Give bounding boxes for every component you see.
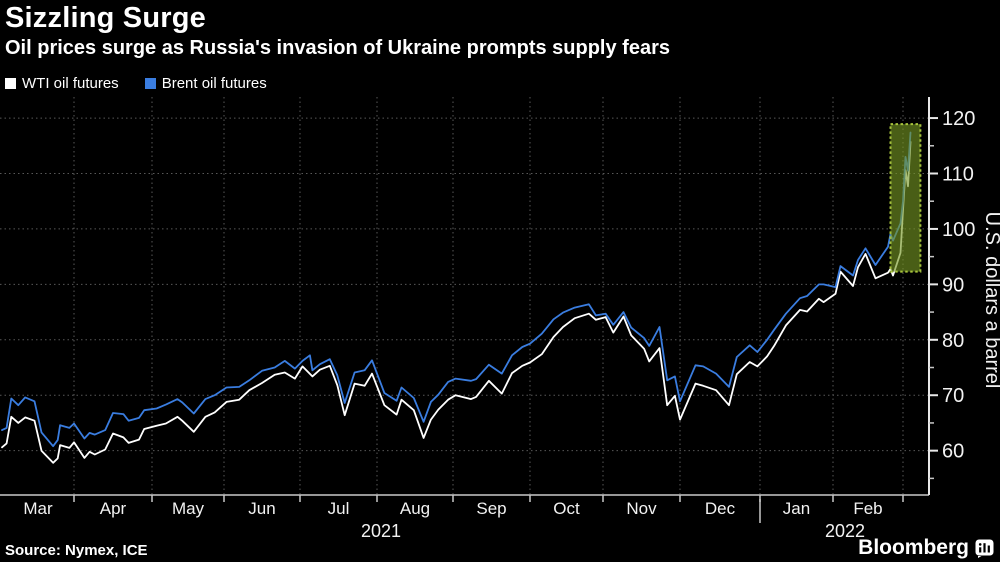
brent-swatch-icon [144, 78, 156, 89]
source-note: Source: Nymex, ICE [5, 542, 148, 559]
svg-text:Dec: Dec [705, 499, 736, 518]
svg-text:Nov: Nov [626, 499, 657, 518]
svg-text:May: May [172, 499, 205, 518]
svg-text:2021: 2021 [361, 521, 401, 541]
svg-text:2022: 2022 [825, 521, 865, 541]
svg-text:Feb: Feb [853, 499, 882, 518]
bloomberg-logo: Bloomberg [858, 536, 994, 560]
legend-label-brent: Brent oil futures [161, 75, 267, 92]
svg-text:90: 90 [942, 274, 964, 296]
page-title: Sizzling Surge [5, 2, 206, 34]
svg-text:Apr: Apr [100, 499, 127, 518]
page-subtitle: Oil prices surge as Russia's invasion of… [5, 37, 670, 59]
svg-text:110: 110 [942, 163, 974, 185]
svg-text:Jul: Jul [328, 499, 350, 518]
svg-text:120: 120 [942, 108, 975, 130]
svg-text:Mar: Mar [23, 499, 53, 518]
legend-label-wti: WTI oil futures [22, 75, 119, 92]
bloomberg-wordmark: Bloomberg [858, 536, 969, 559]
svg-text:U.S. dollars a barrel: U.S. dollars a barrel [981, 212, 1000, 389]
svg-text:80: 80 [942, 330, 964, 352]
legend-item-wti: WTI oil futures [5, 75, 119, 92]
bloomberg-chart-bubble-icon [975, 539, 994, 558]
svg-text:60: 60 [942, 441, 964, 463]
svg-text:Aug: Aug [400, 499, 430, 518]
chart-legend: WTI oil futures Brent oil futures [5, 75, 267, 92]
svg-text:Jan: Jan [783, 499, 810, 518]
svg-text:100: 100 [942, 219, 975, 241]
svg-text:Oct: Oct [553, 499, 580, 518]
svg-text:Jun: Jun [248, 499, 275, 518]
svg-text:Sep: Sep [476, 499, 506, 518]
legend-item-brent: Brent oil futures [144, 75, 267, 92]
wti-swatch-icon [5, 78, 16, 89]
svg-text:70: 70 [942, 385, 964, 407]
